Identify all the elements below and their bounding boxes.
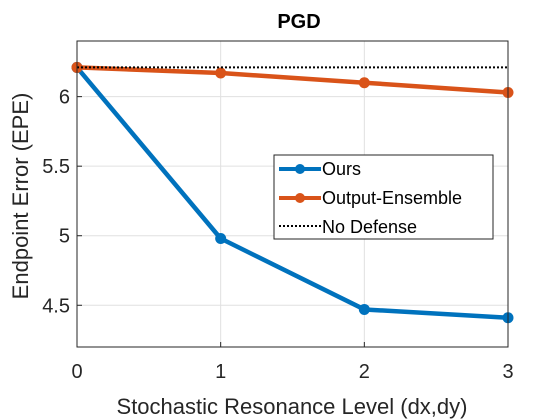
legend: Ours Output-Ensemble No Defense [273,154,494,240]
legend-item-no-defense: No Defense [279,217,417,237]
legend-label-no-defense: No Defense [322,217,417,237]
y-tick-label: 5.5 [42,156,70,178]
data-point-ours [358,303,370,315]
legend-label-ours: Ours [322,159,361,179]
series-line-ours [74,65,511,321]
y-axis-label: Endpoint Error (EPE) [8,93,33,300]
series-line-output-ensemble [74,65,511,95]
x-axis: 0 1 2 3 [71,342,514,383]
y-tick-label: 6 [59,87,70,109]
chart-title: PGD [277,11,320,33]
legend-item-ours: Ours [279,159,361,179]
x-tick-label: 0 [71,361,82,383]
data-point-output-ensemble [358,77,370,89]
x-tick-label: 1 [215,361,226,383]
legend-marker-ours [295,164,305,174]
data-point-output-ensemble [215,67,227,79]
legend-label-output-ensemble: Output-Ensemble [322,188,462,208]
plot-frame [76,40,509,348]
data-point-ours [215,233,227,245]
legend-marker-output-ensemble [295,193,305,203]
y-tick-label: 4.5 [42,295,70,317]
y-tick-label: 5 [59,226,70,248]
x-tick-label: 2 [359,361,370,383]
legend-item-output-ensemble: Output-Ensemble [279,188,462,208]
x-axis-label: Stochastic Resonance Level (dx,dy) [117,394,468,419]
y-axis: 4.5 5 5.5 6 [42,87,82,317]
x-tick-label: 3 [502,361,513,383]
